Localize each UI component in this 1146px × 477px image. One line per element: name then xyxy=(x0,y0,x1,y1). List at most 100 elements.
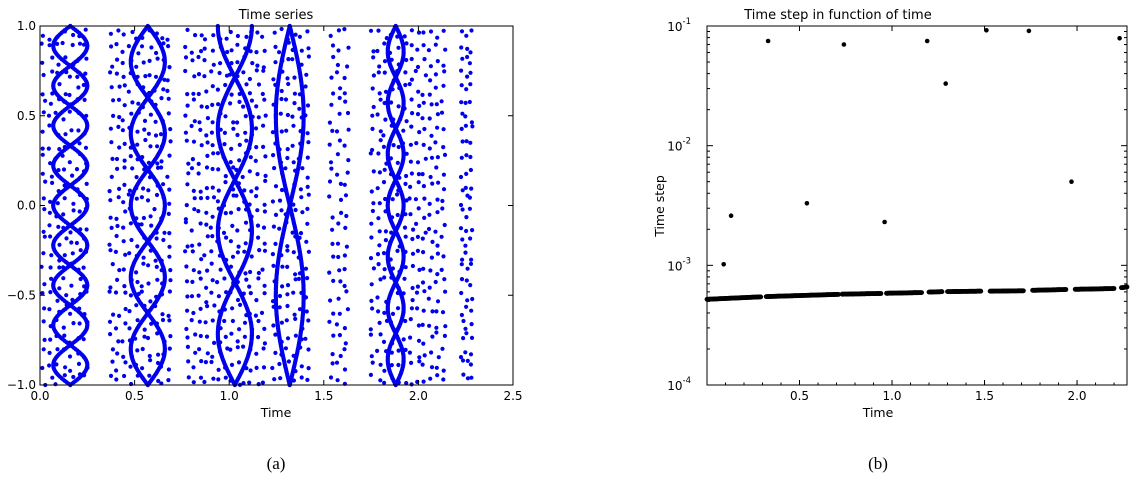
data-point xyxy=(758,294,764,300)
data-point xyxy=(285,303,290,309)
data-point xyxy=(205,304,210,309)
data-point xyxy=(247,91,252,96)
data-point xyxy=(334,322,339,327)
outlier-point xyxy=(943,81,948,86)
data-point xyxy=(235,60,240,65)
data-point xyxy=(443,289,448,294)
data-point xyxy=(408,184,413,189)
data-point xyxy=(123,321,128,326)
data-point xyxy=(306,347,311,352)
data-point xyxy=(433,85,438,90)
data-point xyxy=(331,278,336,283)
panel-a: Time series 0.0 0.5 1.0 1.5 2.0 2.5 1.00.50.0… xyxy=(7,8,523,473)
data-point xyxy=(344,244,349,249)
data-point xyxy=(211,151,216,156)
data-point xyxy=(441,145,446,150)
data-point xyxy=(415,306,420,311)
data-point xyxy=(391,117,396,122)
data-point xyxy=(68,311,73,316)
y-tick-label: 10-3 xyxy=(667,256,691,273)
data-point xyxy=(270,130,275,135)
data-point xyxy=(460,257,465,262)
data-point xyxy=(978,288,984,294)
data-point xyxy=(122,103,127,108)
data-point xyxy=(335,378,340,383)
data-point xyxy=(427,323,432,328)
data-point xyxy=(224,235,229,240)
data-point xyxy=(247,169,252,174)
data-point xyxy=(344,213,349,219)
data-point xyxy=(110,156,115,161)
data-point xyxy=(397,175,402,180)
data-point xyxy=(459,126,464,131)
data-point xyxy=(397,244,402,249)
data-point xyxy=(459,312,464,318)
data-point xyxy=(368,327,373,332)
data-point xyxy=(50,55,55,60)
data-point xyxy=(81,337,86,342)
data-point xyxy=(297,106,302,111)
data-point xyxy=(196,161,201,166)
data-point xyxy=(143,74,148,79)
data-point xyxy=(136,101,141,106)
data-point xyxy=(378,378,383,383)
data-point xyxy=(55,201,60,206)
data-point xyxy=(107,289,112,294)
data-point xyxy=(421,30,426,35)
data-point xyxy=(254,365,259,370)
data-point xyxy=(262,202,267,207)
data-point xyxy=(191,97,196,102)
data-point xyxy=(235,120,240,125)
data-point xyxy=(128,154,133,159)
data-point xyxy=(210,214,215,219)
data-point xyxy=(428,78,433,83)
data-point xyxy=(408,335,413,340)
data-point xyxy=(395,69,400,74)
data-point xyxy=(434,165,439,170)
data-point xyxy=(244,82,249,87)
data-point xyxy=(53,110,58,115)
data-point xyxy=(139,289,144,294)
data-point xyxy=(464,87,469,92)
data-point xyxy=(291,290,296,295)
data-point xyxy=(128,221,133,226)
data-point xyxy=(427,92,432,97)
chart-a-x-ticks: 0.0 0.5 1.0 1.5 2.0 2.5 xyxy=(30,26,523,403)
data-point xyxy=(337,95,342,101)
data-point xyxy=(409,124,414,129)
data-point xyxy=(78,248,83,253)
data-point xyxy=(230,223,235,228)
data-point xyxy=(155,161,160,166)
data-point xyxy=(293,333,298,338)
data-point xyxy=(235,339,240,344)
data-point xyxy=(421,266,426,271)
data-point xyxy=(409,382,414,387)
data-point xyxy=(290,230,295,235)
data-point xyxy=(342,253,347,258)
data-point xyxy=(190,249,195,254)
data-point xyxy=(41,347,46,352)
data-point xyxy=(271,77,276,82)
data-point xyxy=(396,144,401,150)
data-point xyxy=(130,100,135,105)
y-tick-exponent: -4 xyxy=(683,376,691,386)
data-point xyxy=(280,284,285,289)
data-point xyxy=(420,172,425,177)
data-point xyxy=(148,299,153,304)
data-point xyxy=(141,261,146,266)
data-point xyxy=(279,26,284,32)
data-point xyxy=(167,201,172,206)
y-tick-label: −1.0 xyxy=(7,378,36,392)
data-point xyxy=(186,375,191,380)
data-point xyxy=(48,161,53,166)
data-point xyxy=(430,334,435,339)
data-point xyxy=(121,200,126,205)
data-point xyxy=(57,265,62,270)
data-point xyxy=(116,97,122,102)
data-point xyxy=(435,59,440,64)
data-point xyxy=(139,222,144,227)
data-point xyxy=(434,325,439,330)
data-point xyxy=(277,50,282,55)
data-point xyxy=(236,360,242,365)
data-point xyxy=(262,341,267,346)
